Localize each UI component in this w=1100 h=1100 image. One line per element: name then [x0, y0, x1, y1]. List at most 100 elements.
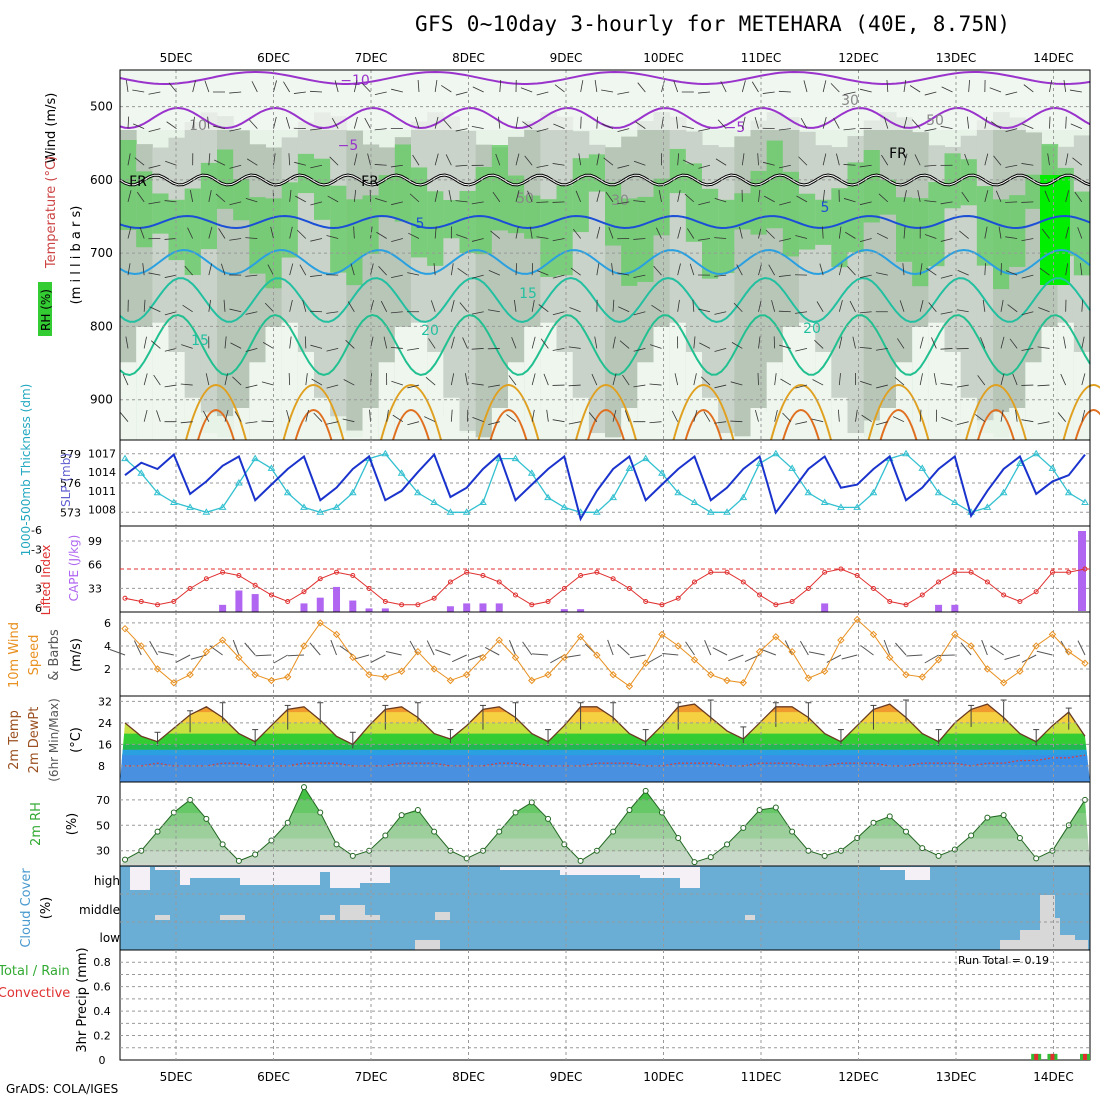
pressure-tick: 600: [90, 173, 113, 187]
wind-barb: [633, 160, 646, 166]
wind-speed-point: [511, 653, 520, 662]
wind-barb: [229, 238, 242, 241]
thickness-point: [446, 508, 455, 515]
wind-barb: [612, 336, 616, 349]
wind-barb: [859, 164, 872, 168]
wind-barb: [245, 421, 258, 424]
rh-moist-band: [766, 140, 784, 229]
wind-barb: [310, 238, 323, 242]
wind-barb: [714, 348, 727, 352]
wind-barb: [714, 197, 727, 203]
wind-barb: [1065, 153, 1069, 166]
rh-point: [1033, 855, 1040, 862]
li-tick: 6: [35, 602, 42, 615]
wind-barb: [876, 272, 888, 276]
wind-barb: [751, 81, 759, 93]
thickness-point: [560, 503, 569, 510]
wind-barb: [981, 639, 988, 656]
wind-barb: [428, 338, 436, 349]
wind-speed-point: [430, 665, 438, 673]
wind-barb: [445, 154, 452, 166]
wind-barb: [859, 201, 872, 206]
wind-barb: [982, 299, 986, 312]
contour-label: FR: [361, 174, 379, 190]
pressure-tick: 500: [90, 100, 113, 114]
wind-barb: [245, 274, 258, 277]
wind-barb: [409, 193, 420, 203]
wind-barb: [450, 409, 453, 422]
contour-30: [587, 409, 625, 441]
wind-barb: [450, 300, 455, 312]
thickness-point: [853, 503, 862, 510]
date-labels-top: 5DEC 6DEC 7DEC 8DEC 9DEC 10DEC 11DEC 12DEC 13DEC…: [160, 51, 1074, 65]
wind-speed-point: [332, 630, 341, 639]
wind-barb: [370, 654, 386, 663]
wind-barb: [441, 85, 452, 93]
wind-barb: [838, 226, 842, 239]
wind-barb: [892, 416, 905, 423]
wind-barb: [407, 272, 420, 276]
wind-barb: [327, 195, 339, 203]
cloud-high-clear: [320, 867, 330, 872]
li-line: [124, 568, 1086, 606]
rh-dry-band: [944, 352, 962, 440]
wind-speed-point: [853, 615, 861, 624]
wind-barb: [310, 344, 323, 349]
wind-barb: [995, 190, 1002, 203]
thickness-point: [153, 488, 162, 496]
wind-barb: [575, 190, 582, 203]
li-point: [610, 576, 616, 582]
precip-tick: 0.4: [93, 1005, 111, 1018]
cloud-middle: [155, 915, 170, 920]
thickness-point: [202, 508, 211, 515]
wind-barb: [975, 414, 986, 423]
wind-barb: [434, 153, 439, 166]
li-point: [1066, 569, 1072, 575]
contour-label: 5: [416, 216, 425, 232]
rh-point: [789, 828, 796, 835]
wind-barb: [540, 338, 549, 349]
wind-barb: [814, 339, 824, 349]
wind-barb: [1044, 190, 1050, 203]
wind-barb: [288, 373, 291, 386]
rh-point: [724, 841, 731, 848]
wind-barb: [487, 384, 500, 388]
wind-barb: [434, 116, 439, 129]
wind-speed-point: [707, 671, 715, 679]
rh-band: [750, 120, 768, 421]
wind-barb: [122, 373, 129, 386]
wind10-speed-title: Speed: [27, 635, 42, 676]
li-point: [431, 595, 437, 601]
wind-barb: [1039, 267, 1050, 276]
wind-barb: [859, 311, 872, 314]
contour-label: 20: [803, 321, 821, 337]
li-point: [268, 592, 274, 598]
rh-dry-band: [831, 397, 848, 440]
wind-barb: [310, 164, 323, 169]
rh-point: [349, 852, 356, 859]
thickness-point: [235, 479, 243, 486]
wind-barb: [1065, 263, 1069, 276]
wind-barb: [390, 311, 403, 314]
wind-speed-point: [739, 679, 748, 687]
precip-tick: 0.6: [93, 981, 111, 994]
cloud-low: [1020, 930, 1040, 950]
li-point: [236, 573, 242, 578]
wind-barb: [698, 308, 711, 313]
wind-barb: [779, 201, 791, 206]
pressure-tick: 700: [90, 246, 113, 260]
wind-barb: [310, 128, 323, 131]
rh-moist-band: [621, 198, 638, 286]
cloud-axis-title: Cloud Cover: [19, 868, 34, 948]
precip-conv-bar: [1050, 1053, 1055, 1060]
rh-moist-band: [960, 159, 978, 206]
thickness-point: [625, 464, 634, 471]
wind-barb: [484, 646, 500, 656]
wind-barb: [464, 373, 468, 386]
wind-barb: [136, 191, 145, 203]
wind-barb: [580, 116, 582, 129]
wind-speed-point: [414, 647, 422, 656]
wind-barb: [462, 337, 468, 349]
wind-barb: [515, 263, 518, 276]
